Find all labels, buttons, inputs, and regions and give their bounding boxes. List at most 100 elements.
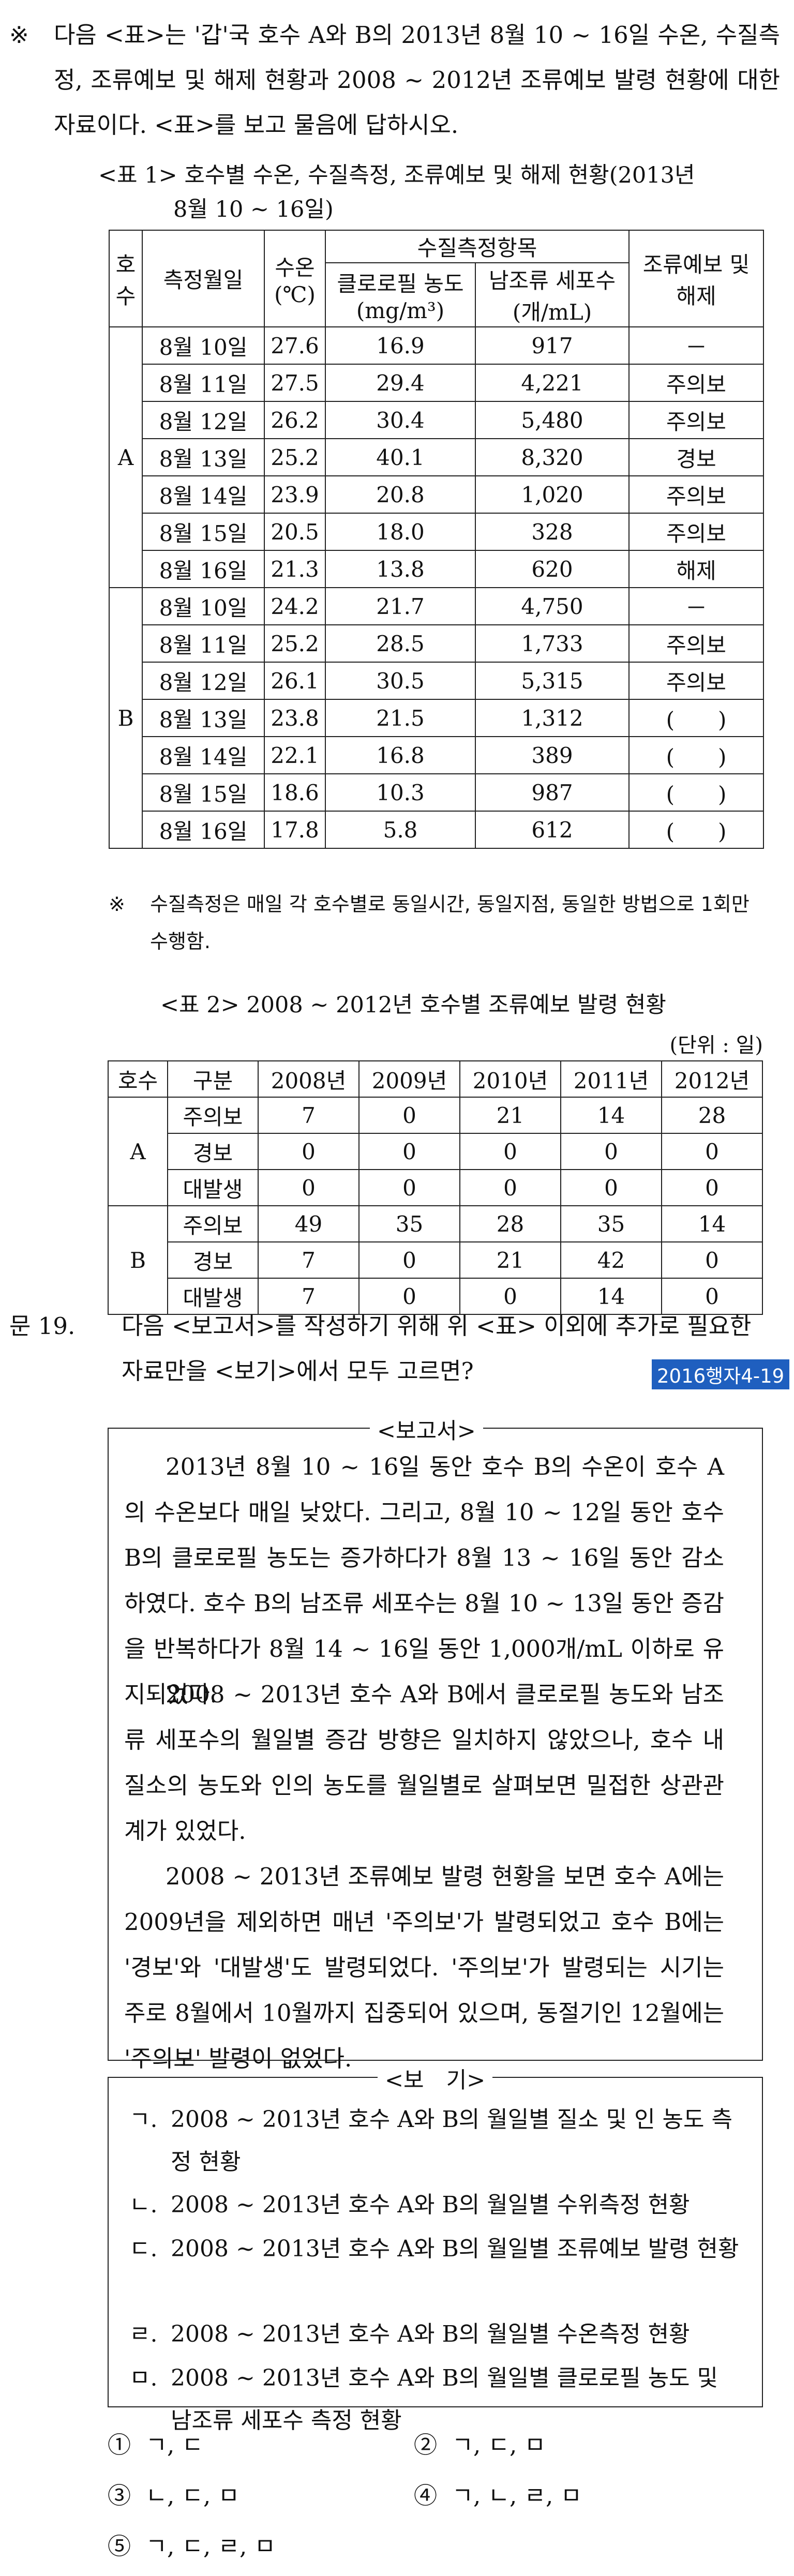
bogi-item-key: ㄷ. <box>129 2236 158 2262</box>
cell-date: 8월 14일 <box>142 475 265 514</box>
choice-text: ㄱ, ㄷ, ㅁ <box>452 2431 546 2459</box>
cell-algae: 1,733 <box>475 624 630 663</box>
cell-alert: － <box>628 587 764 625</box>
choice-number: ③ <box>108 2482 131 2509</box>
alert-days: 7 <box>258 1097 359 1134</box>
bogi-item-5: ㅁ. 2008 ~ 2013년 호수 A와 B의 월일별 클로로필 농도 및 남… <box>129 2357 740 2442</box>
bogi-box: <보 기> ㄱ. 2008 ~ 2013년 호수 A와 B의 월일별 질소 및 … <box>108 2062 763 2434</box>
header-quality-group: 수질측정항목 <box>325 230 630 263</box>
cell-date: 8월 15일 <box>142 513 265 551</box>
cell-algae: 1,020 <box>475 475 630 514</box>
table2-unit: (단위 : 일) <box>669 1034 763 1057</box>
table1-row: B 8월 10일 24.2 21.7 4,750 － <box>109 587 764 849</box>
lake-label: A <box>109 326 143 588</box>
choice-1[interactable]: ① ㄱ, ㄷ <box>108 2427 203 2463</box>
header-chl: 클로로필 농도(mg/m³) <box>325 262 476 327</box>
reference-mark: ※ <box>9 21 29 49</box>
cell-temp: 21.3 <box>264 550 326 588</box>
cell-algae: 620 <box>475 550 630 588</box>
question-number: 문 19. <box>9 1312 76 1340</box>
table1-row: 8월 12일 26.2 30.4 5,480 주의보 <box>109 401 764 439</box>
choice-2[interactable]: ② ㄱ, ㄷ, ㅁ <box>414 2427 546 2463</box>
table2-row: A 주의보 7 0 21 14 28 <box>108 1097 763 1206</box>
cell-temp: 27.6 <box>264 326 326 365</box>
lake-label: A <box>108 1097 168 1206</box>
alert-days: 35 <box>358 1205 460 1242</box>
alert-type: 주의보 <box>167 1097 259 1134</box>
cell-chl: 40.1 <box>325 438 476 476</box>
report-paragraph-2: 2008 ~ 2013년 호수 A와 B에서 클로로필 농도와 남조류 세포수의… <box>124 1681 724 1845</box>
cell-alert: ( ) <box>628 736 764 774</box>
cell-chl: 10.3 <box>325 773 476 812</box>
report-title: <보고서> <box>370 1413 483 1445</box>
choice-4[interactable]: ④ ㄱ, ㄴ, ㄹ, ㅁ <box>414 2478 582 2514</box>
table2-header: 2010년 <box>459 1060 561 1098</box>
bogi-item-1: ㄱ. 2008 ~ 2013년 호수 A와 B의 월일별 질소 및 인 농도 측… <box>129 2099 740 2183</box>
table1-row: 8월 15일 18.6 10.3 987( ) <box>109 773 764 812</box>
alert-days: 14 <box>560 1278 662 1315</box>
alert-days: 49 <box>258 1205 359 1242</box>
cell-chl: 18.0 <box>325 513 476 551</box>
alert-days: 0 <box>459 1278 561 1315</box>
cell-algae: 4,221 <box>475 364 630 402</box>
cell-alert: 주의보 <box>628 624 764 663</box>
table2-row: B 주의보 49 35 28 35 14 <box>108 1205 763 1315</box>
table1-row: 8월 13일 25.2 40.1 8,320 경보 <box>109 438 764 476</box>
alert-days: 0 <box>661 1133 763 1170</box>
cell-algae: 4,750 <box>475 587 630 625</box>
cell-alert: 주의보 <box>628 475 764 514</box>
alert-days: 0 <box>459 1169 561 1206</box>
header-lake-label: 호수 <box>115 251 136 309</box>
lake-label: B <box>108 1205 168 1315</box>
table1-row: 8월 11일 27.5 29.4 4,221 주의보 <box>109 364 764 402</box>
cell-chl: 20.8 <box>325 475 476 514</box>
table1-row: 8월 16일 21.3 13.8 620 해제 <box>109 550 764 588</box>
alert-type: 대발생 <box>167 1278 259 1315</box>
table2-header: 2009년 <box>358 1060 460 1098</box>
alert-days: 14 <box>560 1097 662 1134</box>
cell-chl: 30.4 <box>325 401 476 439</box>
table2-header: 2011년 <box>560 1060 662 1098</box>
cell-alert: 주의보 <box>628 662 764 700</box>
choice-3[interactable]: ③ ㄴ, ㄷ, ㅁ <box>108 2478 239 2514</box>
choice-number: ② <box>414 2431 438 2459</box>
intro-block: ※ 다음 <표>는 '갑'국 호수 A와 B의 2013년 8월 10 ~ 16… <box>9 12 780 147</box>
bogi-item-key: ㄴ. <box>129 2192 158 2218</box>
cell-temp: 20.5 <box>264 513 326 551</box>
question-text: 다음 <보고서>를 작성하기 위해 위 <표> 이외에 추가로 필요한 자료만을… <box>122 1312 752 1385</box>
table2: 호수 구분 2008년 2009년 2010년 2011년 2012년 A 주의보 7 0 21 14… <box>108 1060 763 1315</box>
cell-date: 8월 11일 <box>142 364 265 402</box>
cell-date: 8월 13일 <box>142 699 265 737</box>
table1-row: 8월 14일 23.9 20.8 1,020 주의보 <box>109 475 764 514</box>
cell-algae: 5,315 <box>475 662 630 700</box>
table1-row: 8월 11일 25.2 28.5 1,733 주의보 <box>109 624 764 663</box>
cell-date: 8월 10일 <box>142 326 265 365</box>
table2-row: 경보 0 0 0 0 0 <box>108 1133 763 1170</box>
cell-algae: 328 <box>475 513 630 551</box>
alert-type: 경보 <box>167 1133 259 1170</box>
alert-days: 0 <box>358 1169 460 1206</box>
cell-date: 8월 14일 <box>142 736 265 774</box>
alert-days: 7 <box>258 1278 359 1315</box>
cell-date: 8월 13일 <box>142 438 265 476</box>
cell-chl: 13.8 <box>325 550 476 588</box>
choice-5[interactable]: ⑤ ㄱ, ㄷ, ㄹ, ㅁ <box>108 2528 276 2565</box>
alert-type: 대발생 <box>167 1169 259 1206</box>
bogi-item-text: 2008 ~ 2013년 호수 A와 B의 월일별 수온측정 현황 <box>171 2321 690 2347</box>
cell-chl: 16.8 <box>325 736 476 774</box>
cell-temp: 25.2 <box>264 438 326 476</box>
alert-days: 0 <box>661 1278 763 1315</box>
alert-days: 0 <box>258 1133 359 1170</box>
cell-algae: 1,312 <box>475 699 630 737</box>
table2-header: 2012년 <box>661 1060 763 1098</box>
alert-days: 21 <box>459 1097 561 1134</box>
bogi-title: <보 기> <box>378 2062 493 2094</box>
cell-alert: 주의보 <box>628 513 764 551</box>
cell-chl: 21.7 <box>325 587 476 625</box>
cell-date: 8월 11일 <box>142 624 265 663</box>
report-box: <보고서> 2013년 8월 10 ~ 16일 동안 호수 B의 수온이 호수 … <box>108 1413 763 2072</box>
lake-label: B <box>109 587 143 849</box>
cell-chl: 28.5 <box>325 624 476 663</box>
note-mark: ※ <box>109 893 125 916</box>
alert-days: 28 <box>459 1205 561 1242</box>
